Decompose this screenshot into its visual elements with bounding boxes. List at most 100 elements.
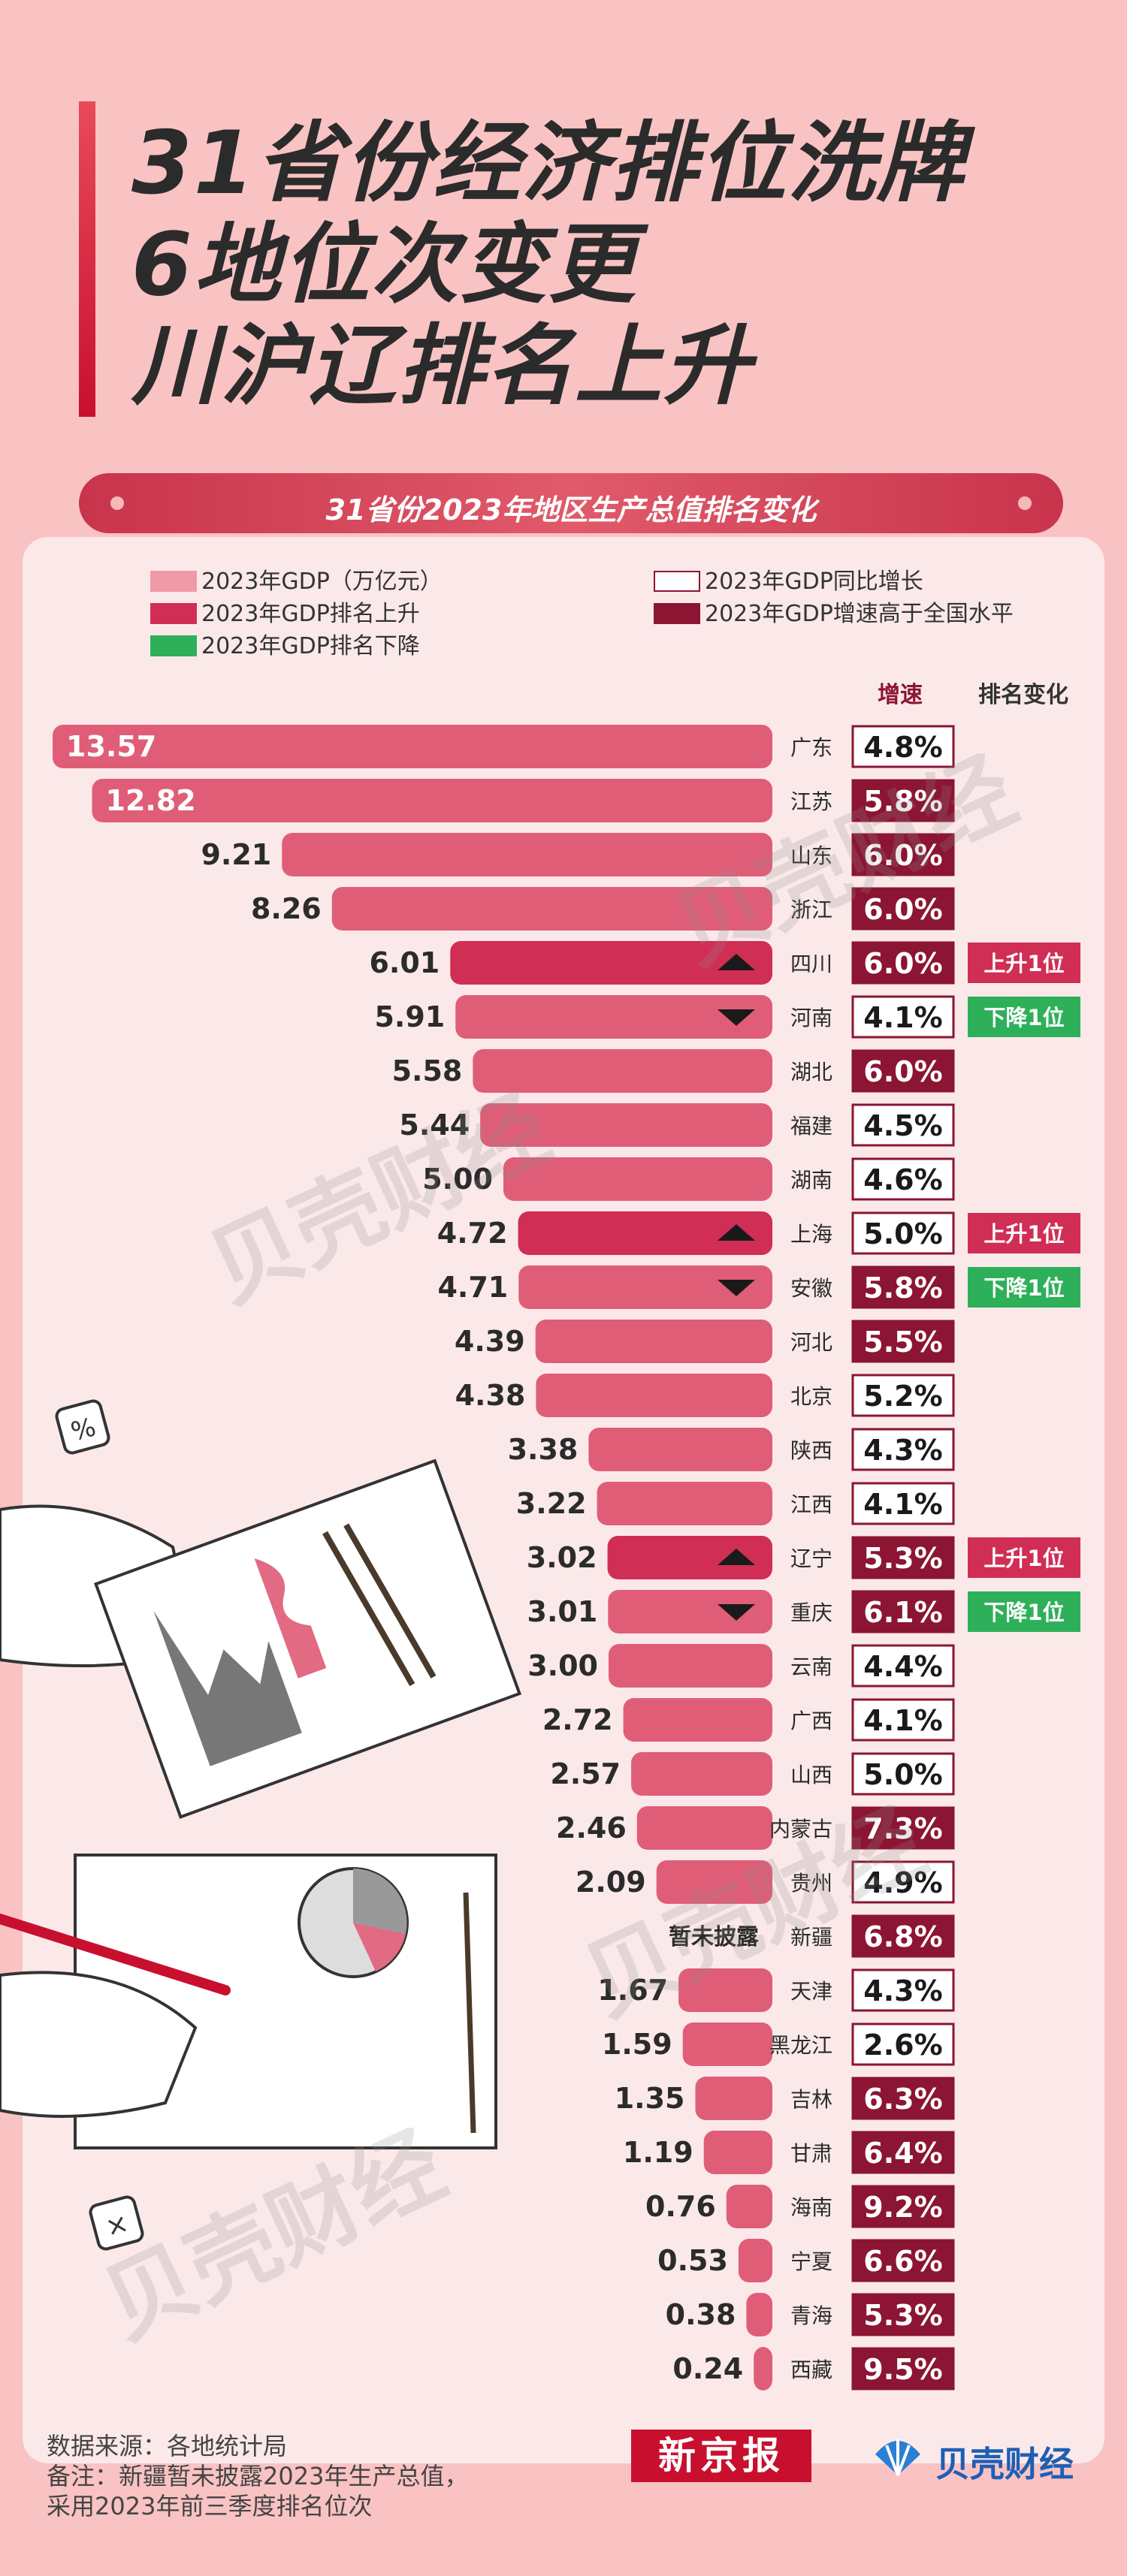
province-label: 江西	[790, 1492, 832, 1517]
paper-line-icon	[463, 1892, 476, 2134]
bar-value-label: 13.57	[66, 730, 156, 763]
rank-up-badge	[968, 1537, 1080, 1578]
bar-gdp	[623, 1698, 772, 1742]
bar-value-label: 5.00	[422, 1163, 493, 1196]
title-line-3: 川沪辽排名上升	[131, 315, 752, 417]
bar-value-label: 4.39	[455, 1325, 525, 1358]
legend-swatch-growth	[654, 571, 700, 592]
rank-up-badge	[968, 943, 1080, 983]
legend-growth-label: 2023年GDP同比增长	[705, 569, 923, 595]
province-label: 黑龙江	[769, 2033, 832, 2058]
growth-box	[851, 1103, 955, 1147]
bar-value-label: 4.72	[437, 1217, 508, 1250]
footer-note-line-1: 备注：新疆暂未披露2023年生产总值，	[47, 2462, 469, 2490]
province-label: 陕西	[790, 1438, 832, 1463]
bar-gdp	[53, 725, 772, 768]
bar-value-label: 1.67	[597, 1974, 668, 2007]
bar-gdp	[726, 2185, 772, 2228]
paper-chart-1-icon	[93, 1458, 522, 1819]
bar-value-label: 1.59	[602, 2028, 672, 2061]
growth-box	[851, 1644, 955, 1688]
growth-value-label: 4.9%	[863, 1866, 942, 1899]
growth-value-label: 7.3%	[863, 1812, 942, 1845]
bar-value-label: 2.46	[556, 1811, 627, 1845]
bar-value-label: 1.35	[615, 2082, 685, 2115]
rank-change-label: 下降1位	[983, 1600, 1064, 1625]
growth-box	[851, 1860, 955, 1904]
banner-dot-left	[110, 496, 124, 510]
growth-value-label: 9.2%	[863, 2191, 942, 2224]
growth-box	[851, 1374, 955, 1417]
province-label: 湖北	[790, 1060, 832, 1084]
bar-value-label: 0.53	[657, 2244, 728, 2277]
right-hand-icon	[0, 1971, 198, 2118]
growth-box	[851, 1698, 955, 1742]
province-label: 西藏	[790, 2357, 832, 2382]
growth-box	[851, 995, 955, 1039]
growth-value-label: 6.4%	[863, 2137, 942, 2170]
growth-value-label: 5.2%	[863, 1380, 942, 1413]
hands-documents-illustration: % ×	[0, 1399, 522, 2251]
growth-box	[851, 1590, 955, 1633]
bar-gdp	[631, 1752, 772, 1796]
bar-gdp	[450, 941, 772, 985]
bar-value-label: 2.57	[550, 1757, 621, 1790]
rank-down-triangle-icon	[718, 1604, 755, 1621]
growth-box	[851, 1049, 955, 1093]
column-header-rank-change: 排名变化	[978, 682, 1068, 708]
growth-value-label: 4.1%	[863, 1704, 942, 1737]
growth-value-label: 5.3%	[863, 2299, 942, 2332]
bar-value-label: 5.58	[392, 1054, 463, 1087]
chart-subtitle: 31省份2023年地区生产总值排名变化	[325, 493, 817, 526]
province-label: 广东	[790, 735, 832, 760]
rank-change-label: 下降1位	[983, 1275, 1064, 1301]
bar-value-label: 0.24	[672, 2352, 743, 2385]
rank-down-triangle-icon	[718, 1280, 755, 1296]
bar-value-label: 1.19	[623, 2136, 693, 2169]
legend-rank-down: 2023年GDP排名下降	[150, 633, 420, 660]
growth-box	[851, 1968, 955, 2012]
rank-down-badge	[968, 1591, 1080, 1632]
rank-up-triangle-icon	[718, 1224, 755, 1241]
province-label: 海南	[790, 2195, 832, 2220]
province-label: 四川	[790, 952, 832, 976]
bar-gdp	[518, 1211, 772, 1255]
rank-change-label: 下降1位	[983, 1005, 1064, 1030]
bar-value-label: 3.01	[527, 1595, 598, 1628]
legend-swatch-rank-down	[150, 635, 197, 656]
bar-value-label: 2.09	[576, 1866, 646, 1899]
brand-logo-beike: 贝壳财经	[935, 2444, 1074, 2484]
legend-growth-above: 2023年GDP增速高于全国水平	[654, 601, 1014, 628]
growth-box	[851, 1428, 955, 1471]
bar-gdp	[695, 2077, 772, 2120]
growth-box	[851, 2185, 955, 2228]
growth-box	[851, 833, 955, 876]
growth-box	[851, 1752, 955, 1796]
bar-gdp	[746, 2293, 772, 2336]
bar-gdp	[518, 1265, 772, 1309]
province-label: 新疆	[790, 1925, 832, 1950]
growth-box	[851, 1482, 955, 1525]
rank-change-label: 上升1位	[983, 951, 1064, 976]
growth-value-label: 4.3%	[863, 1434, 942, 1467]
growth-box	[851, 1265, 955, 1309]
growth-value-label: 5.3%	[863, 1542, 942, 1575]
growth-box	[851, 2347, 955, 2390]
bar-value-label: 0.76	[645, 2190, 716, 2223]
title-line-2: 6地位次变更	[131, 214, 637, 315]
growth-value-label: 5.8%	[863, 785, 942, 818]
bar-value-label: 3.00	[527, 1649, 598, 1682]
growth-value-label: 4.6%	[863, 1163, 942, 1196]
province-label: 安徽	[790, 1276, 832, 1301]
province-label: 云南	[790, 1654, 832, 1679]
bar-gdp	[754, 2347, 772, 2390]
bar-value-label: 3.02	[527, 1541, 597, 1574]
column-header-growth: 增速	[878, 682, 923, 708]
growth-value-label: 4.1%	[863, 1488, 942, 1521]
bar-gdp	[608, 1590, 772, 1633]
growth-box	[851, 1320, 955, 1363]
growth-box	[851, 941, 955, 985]
province-label: 重庆	[790, 1600, 832, 1625]
growth-value-label: 5.0%	[863, 1217, 942, 1250]
